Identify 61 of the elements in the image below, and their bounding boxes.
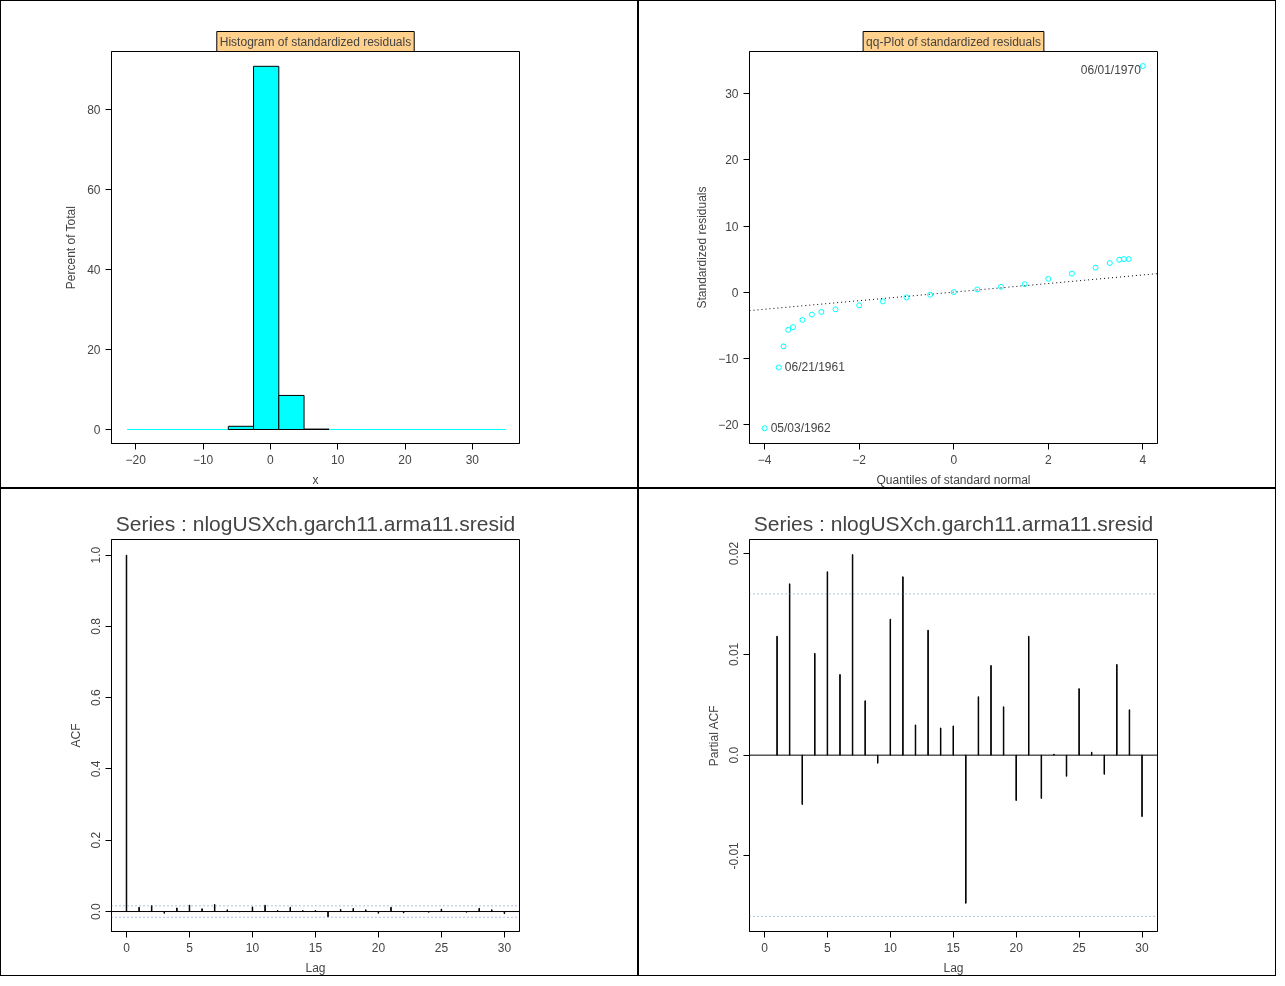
x-tick-label: 0	[267, 452, 275, 467]
y-tick-label: 0	[93, 422, 101, 437]
y-tick-label: 20	[87, 342, 101, 357]
x-axis-title: Quantiles of standard normal	[876, 472, 1031, 487]
y-tick-label: 0.8	[89, 617, 104, 635]
x-axis-title: Lag	[943, 960, 964, 975]
x-axis-title: Lag	[305, 960, 326, 975]
x-tick-label: 4	[1139, 452, 1147, 467]
annotation: 06/01/1970	[1080, 63, 1142, 78]
x-axis-title: x	[312, 472, 319, 487]
x-tick-label: 10	[331, 452, 345, 467]
x-tick-label: 25	[1072, 940, 1087, 955]
x-tick-label: 20	[371, 940, 386, 955]
chart-title: qq-Plot of standardized residuals	[866, 34, 1041, 49]
y-tick-label: 60	[87, 182, 101, 197]
y-tick-label: 10	[725, 219, 739, 234]
y-tick-label: 0.02	[727, 541, 742, 566]
x-tick-label: 10	[245, 940, 260, 955]
x-tick-label: 15	[308, 940, 323, 955]
x-tick-label: 0	[950, 452, 958, 467]
y-tick-label: 1.0	[89, 546, 104, 564]
y-tick-label: −10	[718, 351, 739, 366]
y-tick-label: 0.2	[89, 831, 104, 849]
y-tick-label: −20	[718, 417, 739, 432]
x-tick-label: 25	[434, 940, 449, 955]
y-axis-title: Percent of Total	[64, 206, 79, 290]
x-tick-label: 15	[946, 940, 961, 955]
y-tick-label: 0.4	[89, 760, 104, 778]
y-tick-label: -0.01	[727, 841, 742, 870]
x-tick-label: 10	[883, 940, 898, 955]
y-tick-label: 20	[725, 153, 739, 168]
y-axis-title: ACF	[68, 723, 83, 748]
x-tick-label: −4	[757, 452, 772, 467]
x-tick-label: 30	[497, 940, 512, 955]
y-tick-label: 0.6	[89, 689, 104, 707]
x-tick-label: 30	[465, 452, 480, 467]
annotation: 05/03/1962	[770, 421, 832, 436]
y-tick-label: 80	[87, 102, 101, 117]
y-tick-label: 0.01	[727, 642, 742, 667]
x-tick-label: 0	[761, 940, 769, 955]
x-tick-label: −20	[125, 452, 147, 467]
x-tick-label: −10	[192, 452, 214, 467]
x-tick-label: 2	[1044, 452, 1052, 467]
chart-title: Histogram of standardized residuals	[219, 34, 412, 49]
y-axis-title: Partial ACF	[706, 705, 721, 767]
y-tick-label: 0.0	[89, 902, 104, 920]
x-tick-label: 0	[123, 940, 131, 955]
y-tick-label: 30	[725, 87, 739, 102]
x-tick-label: 5	[186, 940, 194, 955]
annotation: 06/21/1961	[784, 360, 846, 375]
y-tick-label: 0	[731, 285, 739, 300]
y-axis-title: Standardized residuals	[695, 186, 710, 309]
chart-title: Series : nlogUSXch.garch11.arma11.sresid	[753, 511, 1154, 535]
x-tick-label: 5	[824, 940, 832, 955]
chart-title: Series : nlogUSXch.garch11.arma11.sresid	[115, 511, 516, 535]
x-tick-label: 20	[398, 452, 413, 467]
y-tick-label: 0.0	[727, 746, 742, 764]
x-tick-label: 20	[1009, 940, 1024, 955]
x-tick-label: −2	[852, 452, 867, 467]
x-tick-label: 30	[1135, 940, 1150, 955]
y-tick-label: 40	[87, 262, 101, 277]
